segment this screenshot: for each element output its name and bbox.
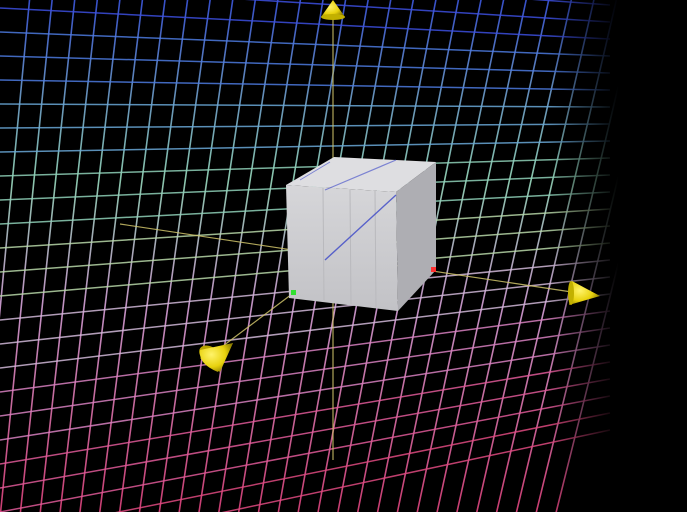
selected-cube[interactable] xyxy=(286,157,436,311)
axis-right-arrow[interactable] xyxy=(568,281,600,305)
origin-marker-y xyxy=(291,290,296,295)
axis-up-arrow[interactable] xyxy=(321,0,345,20)
origin-marker-x xyxy=(431,267,436,272)
cube-side-face xyxy=(396,162,436,311)
axis-front-arrow[interactable] xyxy=(196,342,233,372)
cube-front-face xyxy=(286,185,398,311)
